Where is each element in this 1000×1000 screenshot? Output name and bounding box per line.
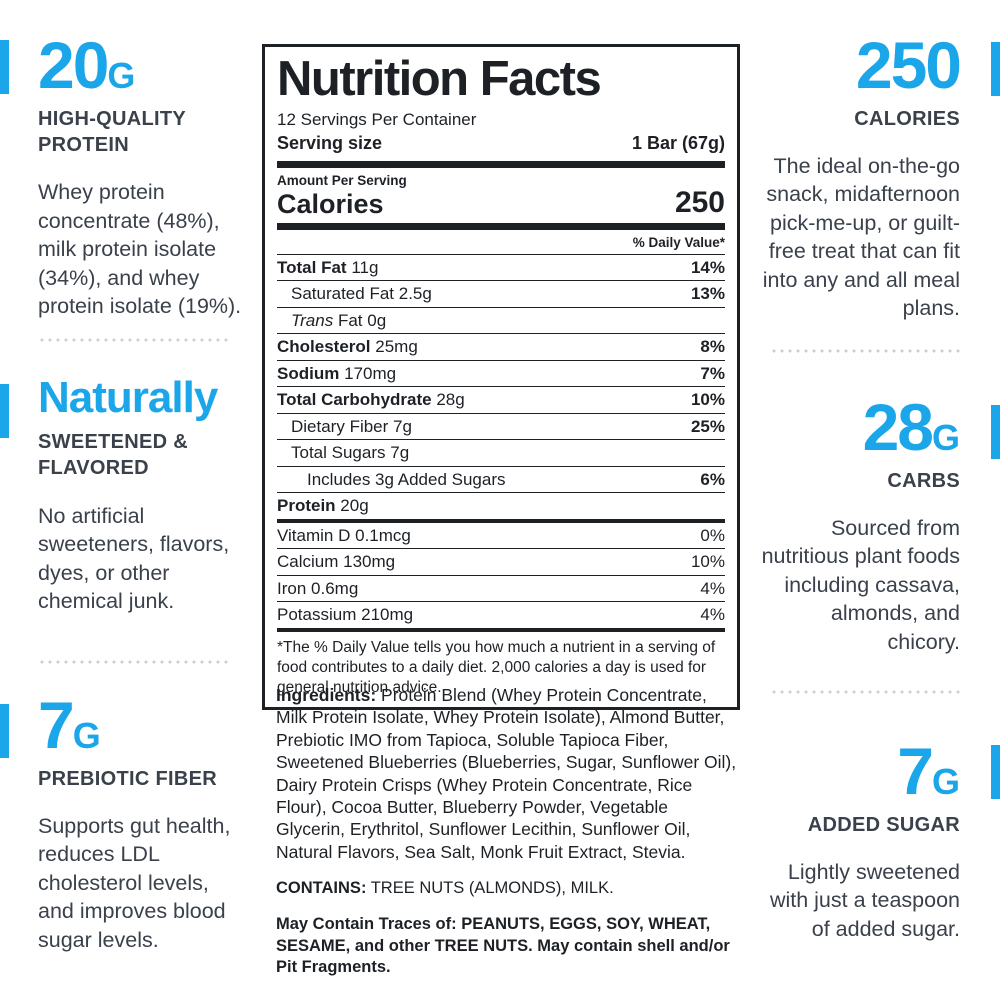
calories-value: 250 <box>674 185 725 219</box>
accent-bar-right-1 <box>991 42 1000 96</box>
added-sugar-stat: 7G <box>897 734 960 808</box>
contains-text: TREE NUTS (ALMONDS), MILK. <box>366 879 614 898</box>
serving-size-value: 1 Bar (67g) <box>631 132 725 153</box>
vitamin-row-vitamin-d: Vitamin D 0.1mcg 0% <box>277 523 725 550</box>
vitamin-row-potassium: Potassium 210mg 4% <box>277 605 725 625</box>
section-added-sugar: 7G ADDED SUGAR Lightly sweetened with ju… <box>758 734 960 943</box>
nutrient-row-sodium: Sodium 170mg 7% <box>277 361 725 388</box>
nutrient-row-total-carbohydrate: Total Carbohydrate 28g 10% <box>277 387 725 414</box>
ingredients-text: Protein Blend (Whey Protein Concentrate,… <box>276 685 737 862</box>
section-protein: 20G HIGH-QUALITY PROTEIN Whey protein co… <box>38 28 243 320</box>
carbs-stat: 28G <box>862 390 960 464</box>
nutrition-facts-label: Nutrition Facts 12 Servings Per Containe… <box>262 44 740 711</box>
ingredients-label: Ingredients: <box>276 685 377 705</box>
carbs-body: Sourced from nutritious plant foods incl… <box>761 516 960 654</box>
nutrient-row-trans-fat: Trans Fat 0g <box>277 308 725 335</box>
accent-bar-left-2 <box>0 384 9 438</box>
medium-rule <box>277 627 725 632</box>
serving-size-row: Serving size 1 Bar (67g) <box>277 133 725 154</box>
contains-line: CONTAINS: TREE NUTS (ALMONDS), MILK. <box>276 878 740 899</box>
section-carbs: 28G CARBS Sourced from nutritious plant … <box>758 390 960 656</box>
ingredients-paragraph: Ingredients: Protein Blend (Whey Protein… <box>276 684 740 863</box>
servings-per-container: 12 Servings Per Container <box>277 109 477 129</box>
accent-bar-left-1 <box>0 40 9 94</box>
added-sugar-body: Lightly sweetened with just a teaspoon o… <box>769 860 960 941</box>
thick-rule <box>277 222 725 230</box>
divider-right-1 <box>770 349 960 353</box>
accent-bar-right-3 <box>991 745 1000 799</box>
ingredients-block: Ingredients: Protein Blend (Whey Protein… <box>276 684 740 979</box>
naturally-stat: Naturally <box>38 373 218 422</box>
calories-row: Calories 250 <box>277 185 725 219</box>
nutrient-row-cholesterol: Cholesterol 25mg 8% <box>277 334 725 361</box>
thick-rule <box>277 160 725 168</box>
divider-right-2 <box>770 690 960 694</box>
fiber-stat: 7G <box>38 688 101 762</box>
nutrient-row-dietary-fiber: Dietary Fiber 7g 25% <box>277 414 725 441</box>
nutrient-row-added-sugars: Includes 3g Added Sugars 6% <box>277 467 725 494</box>
fiber-heading: PREBIOTIC FIBER <box>38 767 217 790</box>
protein-stat: 20G <box>38 28 136 102</box>
accent-bar-right-2 <box>991 405 1000 459</box>
may-contain-paragraph: May Contain Traces of: PEANUTS, EGGS, SO… <box>276 915 730 977</box>
carbs-heading: CARBS <box>887 469 960 492</box>
divider-left-2 <box>38 660 228 664</box>
medium-rule <box>277 518 725 523</box>
daily-value-footnote: *The % Daily Value tells you how much a … <box>277 638 716 696</box>
nutrition-facts-title: Nutrition Facts <box>277 52 602 106</box>
calories-label: Calories <box>277 188 384 219</box>
section-fiber: 7G PREBIOTIC FIBER Supports gut health, … <box>38 688 243 954</box>
fiber-stat-unit: G <box>72 715 101 756</box>
carbs-stat-unit: G <box>931 417 960 458</box>
vitamin-row-calcium: Calcium 130mg 10% <box>277 549 725 576</box>
amount-per-serving: Amount Per Serving <box>277 172 407 188</box>
daily-value-header: % Daily Value* <box>277 230 725 255</box>
accent-bar-left-3 <box>0 704 9 758</box>
added-sugar-heading: ADDED SUGAR <box>807 813 960 836</box>
calories-stat: 250 <box>855 28 962 102</box>
fiber-body: Supports gut health, reduces LDL cholest… <box>38 814 231 952</box>
divider-left-1 <box>38 338 228 342</box>
naturally-heading: SWEETENED & FLAVORED <box>38 431 188 480</box>
protein-stat-unit: G <box>107 55 136 96</box>
nutrient-row-saturated-fat: Saturated Fat 2.5g 13% <box>277 281 725 308</box>
section-calories: 250 CALORIES The ideal on-the-go snack, … <box>758 28 962 322</box>
protein-heading: HIGH-QUALITY PROTEIN <box>38 107 186 157</box>
nutrient-row-total-sugars: Total Sugars 7g <box>277 440 725 467</box>
naturally-body: No artificial sweeteners, flavors, dyes,… <box>38 503 230 613</box>
nutrient-row-protein: Protein 20g <box>277 496 369 516</box>
serving-size-label: Serving size <box>277 132 383 153</box>
protein-body: Whey protein concentrate (48%), milk pro… <box>38 180 242 318</box>
added-sugar-stat-unit: G <box>931 761 960 802</box>
vitamin-row-iron: Iron 0.6mg 4% <box>277 576 725 603</box>
contains-label: CONTAINS: <box>276 879 367 898</box>
nutrient-row-total-fat: Total Fat 11g 14% <box>277 255 725 282</box>
section-naturally: Naturally SWEETENED & FLAVORED No artifi… <box>38 376 243 615</box>
calories-heading: CALORIES <box>854 107 960 130</box>
calories-body: The ideal on-the-go snack, midafternoon … <box>762 154 960 320</box>
